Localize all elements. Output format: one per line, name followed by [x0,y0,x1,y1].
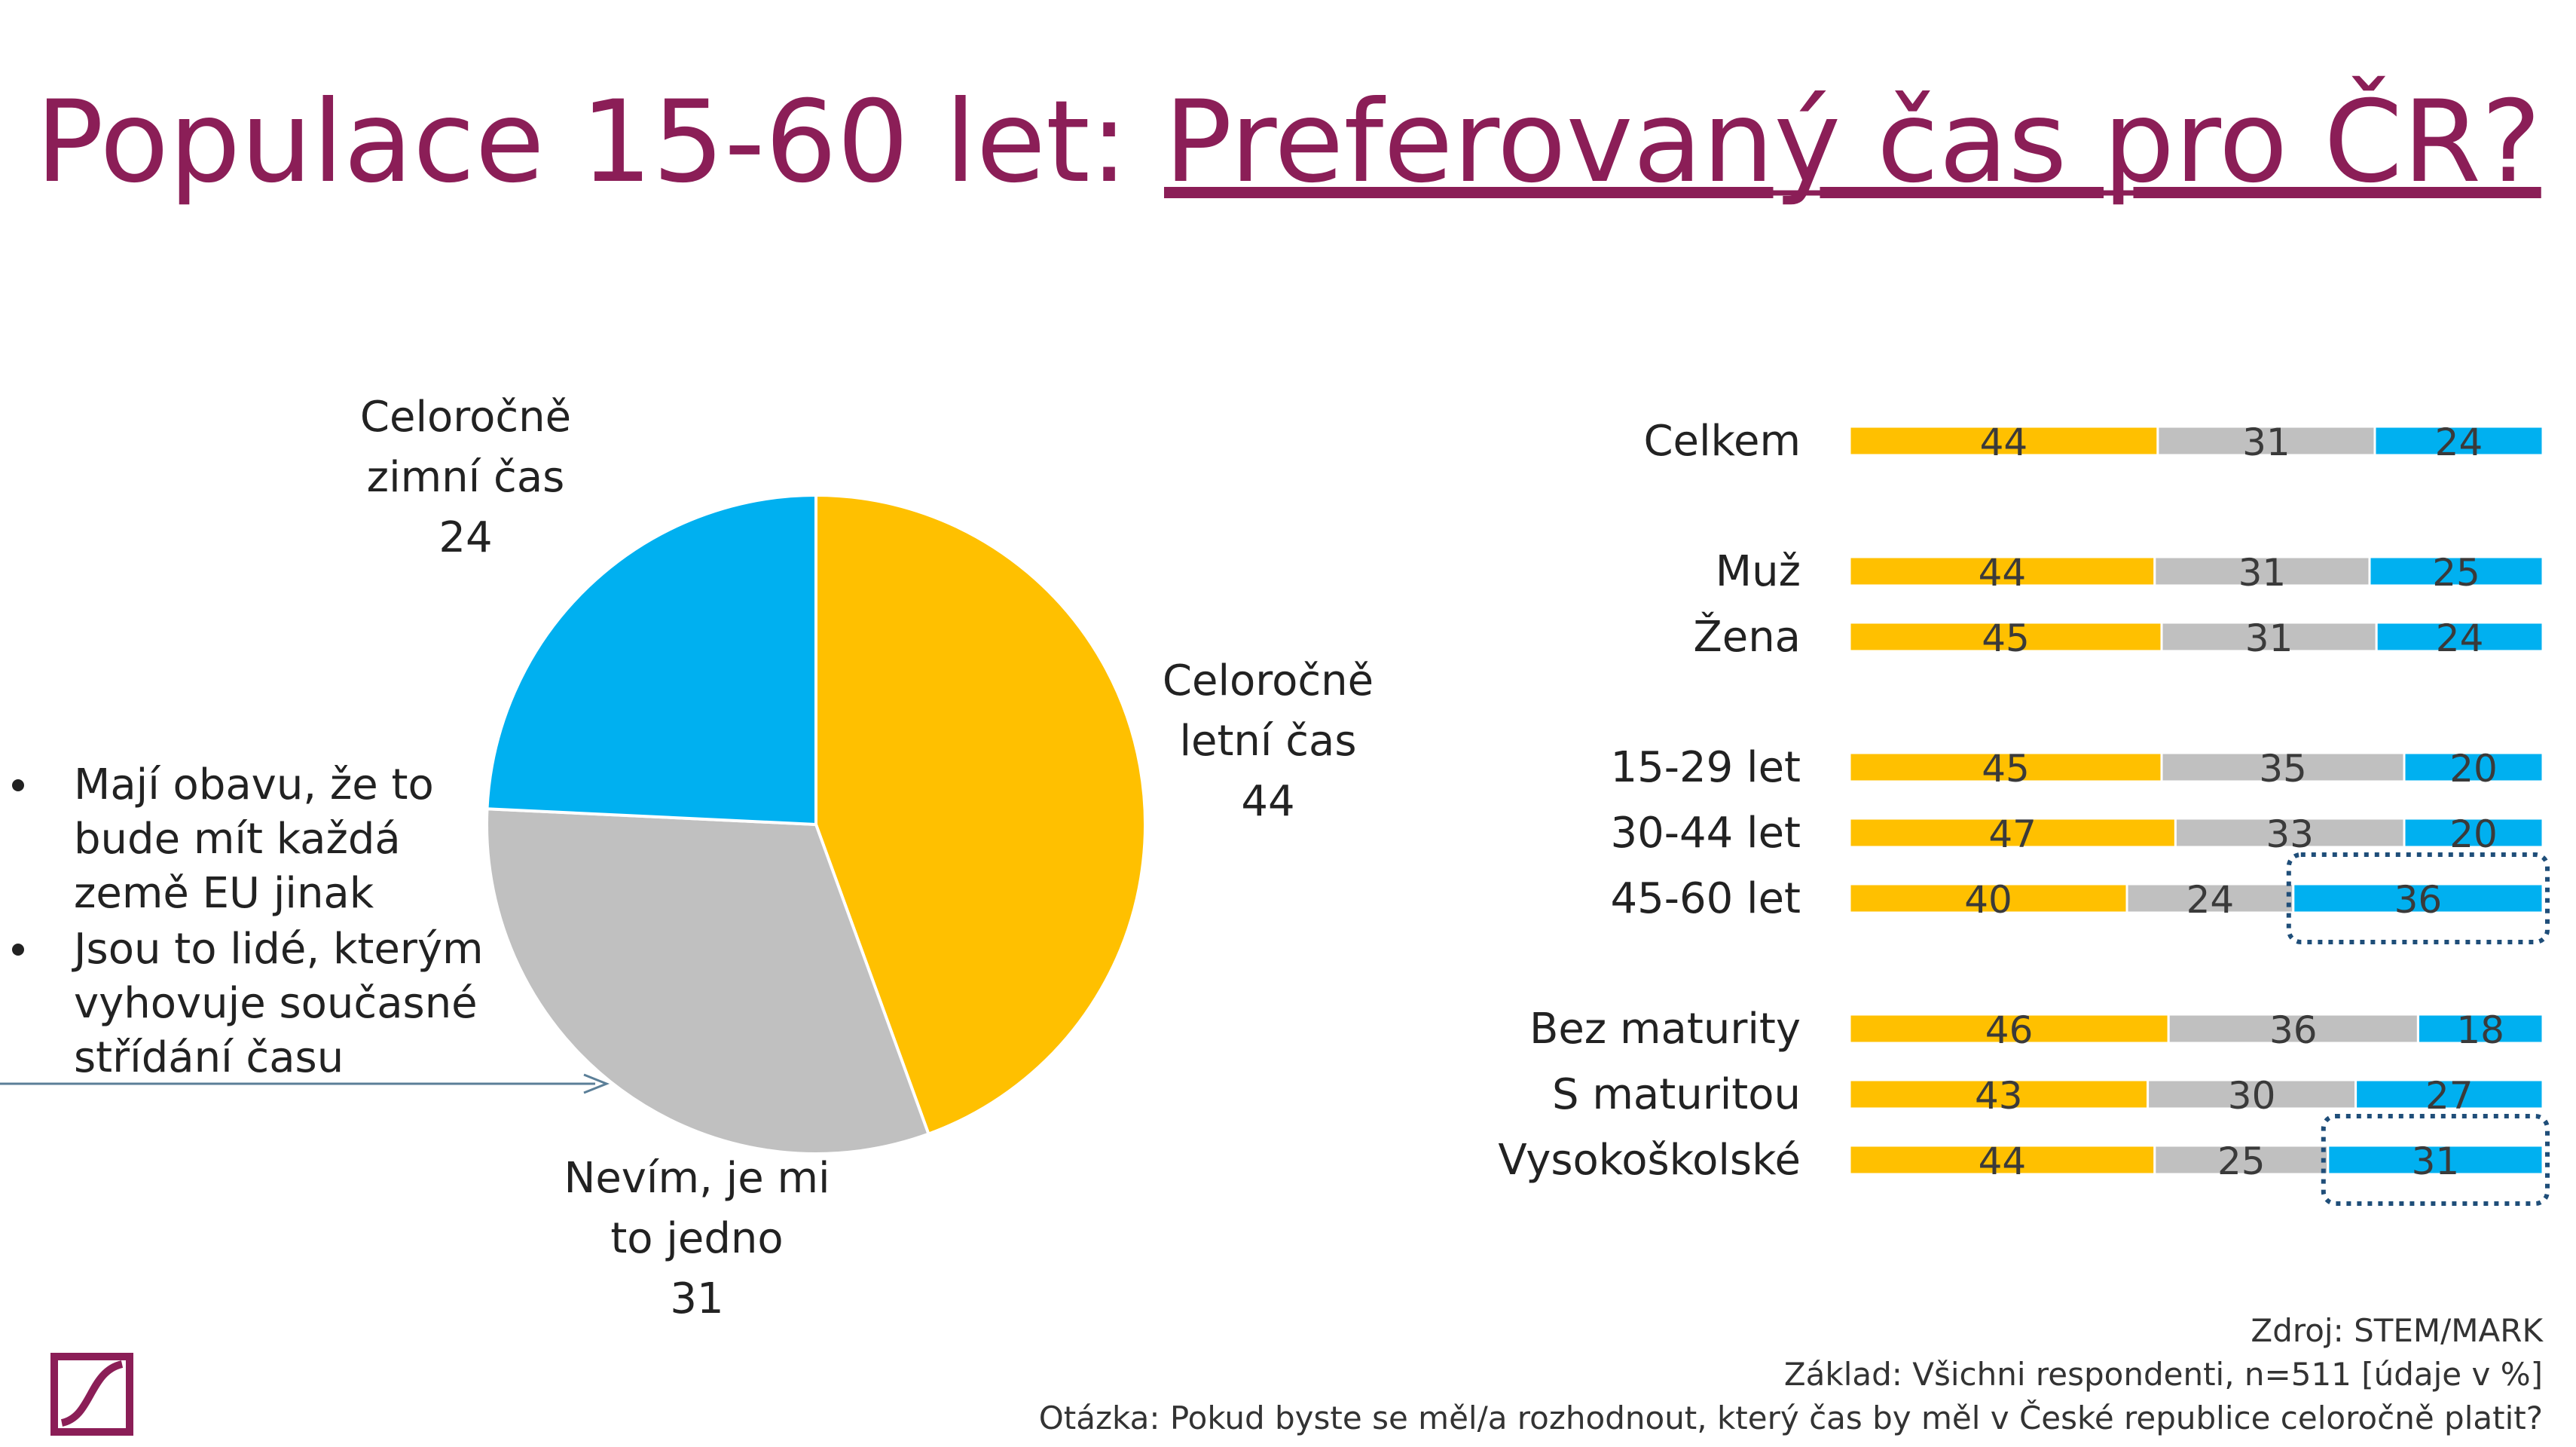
bar-value-label: 24 [2435,421,2483,464]
pie-chart [485,493,1147,1155]
bar-value-label: 36 [2269,1008,2318,1052]
stem-mark-logo-icon [50,1353,133,1436]
bar-segment [2416,1013,2544,1045]
pie-label-0: Celoročně letní čas 44 [1163,656,1374,826]
highlight-box [2286,852,2550,944]
bar-segment [2354,1078,2544,1110]
footer-question: Otázka: Pokud byste se měl/a rozhodnout,… [1039,1399,2543,1436]
bullet-dot-0 [12,779,24,791]
bar-category-label: 30-44 let [1611,809,1801,858]
pie-label-1: Nevím, je mi to jedno 31 [564,1154,830,1323]
bar-segment [2375,621,2544,653]
bar-value-label: 45 [1982,616,2030,660]
bullet-dot-1 [12,944,24,956]
pie-labels: Celoročně letní čas 44 Nevím, je mi to jedno… [360,393,1374,1323]
bar-category-label: S maturitou [1552,1070,1801,1119]
bar-value-label: 30 [2228,1074,2276,1118]
pie-slice-2 [485,493,817,827]
bar-value-label: 33 [2266,812,2314,856]
bar-category-label: Žena [1693,613,1801,662]
bar-value-label: 31 [2242,421,2290,464]
bar-segment [1848,1078,2150,1110]
bar-value-label: 40 [1964,878,2012,922]
bar-category-label: Celkem [1643,417,1801,466]
highlight-box [2321,1114,2550,1206]
pie-slice-1 [485,807,931,1155]
title-prefix: Populace 15-60 let: [35,77,1164,208]
slide-title: Populace 15-60 let: Preferovaný čas pro … [35,75,2541,208]
arrow-head [583,1073,610,1094]
stacked-bar-chart: Celkem 44 31 24 Muž 44 31 25 Žena 45 31 24 15-29 let… [1498,417,2550,1206]
bar-segment [2147,1078,2358,1110]
bar-value-label: 24 [2186,878,2235,922]
footer-base: Základ: Všichni respondenti, n=511 [údaj… [1784,1356,2543,1393]
bar-value-label: 18 [2456,1008,2504,1052]
bullet-list: Mají obavu, že to bude mít každá země EU j… [12,760,484,1082]
bar-segment [1848,883,2128,914]
bar-segment [2373,425,2544,457]
bar-segment [2403,817,2544,849]
bar-segment [2160,751,2406,783]
bullet-item-0: Mají obavu, že to bude mít každá země EU j… [74,760,434,918]
bar-value-label: 46 [1985,1008,2034,1052]
bar-value-label: 44 [1980,421,2028,464]
bar-segment [2174,817,2406,849]
bar-value-label: 36 [2394,878,2443,922]
bar-value-label: 35 [2259,747,2307,791]
title-underlined: Preferovaný čas pro ČR? [1164,75,2541,208]
pie-value-2: 24 [439,513,492,562]
pie-slice-0 [814,493,1147,1136]
bar-segment [2327,1144,2544,1176]
bar-category-label: 45-60 let [1611,874,1801,923]
bar-category-label: Muž [1716,547,1801,596]
bar-segment [2160,621,2378,653]
bar-value-label: 24 [2436,616,2484,660]
bar-category-label: Vysokoškolské [1498,1136,1801,1185]
bar-value-label: 43 [1975,1074,2023,1118]
bar-segment [1848,555,2156,587]
bar-segment [2292,883,2544,914]
bar-category-label: 15-29 let [1611,743,1801,792]
bar-value-label: 47 [1988,812,2037,856]
bar-value-label: 45 [1982,747,2030,791]
bar-value-label: 31 [2412,1140,2460,1183]
footer-source: Zdroj: STEM/MARK [2251,1312,2544,1349]
bar-value-label: 20 [2449,812,2498,856]
bar-value-label: 20 [2449,747,2498,791]
bar-segment [2167,1013,2419,1045]
pie-value-0: 44 [1241,777,1294,826]
bar-value-label: 31 [2238,551,2287,595]
bar-segment [2368,555,2544,587]
bar-value-label: 44 [1979,1140,2027,1183]
bar-segment [2403,751,2544,783]
bar-value-label: 31 [2245,616,2293,660]
bar-value-label: 25 [2432,551,2480,595]
pie-value-1: 31 [670,1274,723,1323]
bar-category-label: Bez maturity [1529,1005,1801,1054]
bar-value-label: 44 [1979,551,2027,595]
bar-value-label: 25 [2217,1140,2266,1183]
bar-value-label: 27 [2425,1074,2474,1118]
pie-label-2: Celoročně zimní čas 24 [360,393,571,562]
bar-segment [1848,1013,2170,1045]
bullet-item-1: Jsou to lidé, kterým vyhovuje současné stř… [72,925,484,1082]
